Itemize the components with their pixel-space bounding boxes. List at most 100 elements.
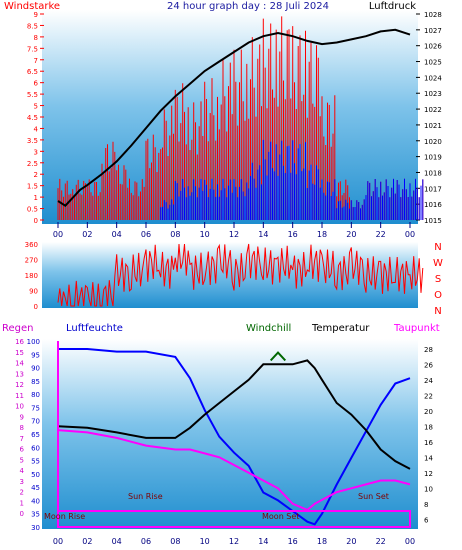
compass-label: W: [433, 258, 443, 269]
windstarke-label: Windstarke: [4, 1, 60, 12]
rain-tick-label: 13: [15, 370, 24, 378]
moonset-label: Moon Set: [262, 512, 299, 521]
windstarke-tick-label: 2: [34, 171, 38, 179]
rain-tick-label: 10: [15, 403, 24, 411]
rain-tick-label: 5: [20, 456, 24, 464]
windchill-series: [269, 351, 287, 362]
hour-tick-label: 12: [229, 230, 239, 239]
compass-label: O: [434, 290, 442, 301]
hour-tick-label: 06: [141, 230, 151, 239]
temperature-tick-label: 14: [424, 454, 433, 462]
luftdruck-tick-label: 1028: [424, 11, 442, 19]
windchill-label: Windchill: [246, 323, 291, 334]
humidity-tick-label: 60: [31, 444, 40, 452]
luftfeuchte-label: Luftfeuchte: [66, 323, 123, 334]
temperature-tick-label: 6: [424, 516, 429, 524]
hour-tick-label: 12: [229, 537, 239, 546]
hour-tick-label: 04: [112, 230, 122, 239]
rain-tick-label: 15: [15, 349, 24, 357]
regen-label: Regen: [2, 323, 34, 334]
axis-ticks-group: 00.511.522.533.544.555.566.577.588.59101…: [15, 11, 443, 546]
hour-tick-label: 00: [405, 230, 415, 239]
sunrise-label: Sun Rise: [128, 492, 163, 501]
hour-tick-label: 18: [317, 537, 327, 546]
luftdruck-tick-label: 1019: [424, 154, 442, 162]
hour-tick-label: 04: [112, 537, 122, 546]
plot-lines-group: [57, 16, 424, 528]
windstarke-tick-label: 5.5: [27, 91, 38, 99]
rain-tick-label: 3: [20, 478, 24, 486]
temperature-tick-label: 24: [424, 377, 433, 385]
windstarke-tick-label: 8.5: [27, 22, 38, 30]
hour-tick-label: 06: [141, 537, 151, 546]
hour-tick-label: 16: [288, 537, 298, 546]
humidity-series: [58, 348, 411, 526]
windstarke-tick-label: 3: [34, 148, 38, 156]
humidity-tick-label: 45: [31, 484, 40, 492]
hour-tick-label: 00: [53, 537, 63, 546]
humidity-tick-label: 85: [31, 378, 40, 386]
hour-tick-label: 10: [200, 537, 210, 546]
hour-tick-label: 00: [53, 230, 63, 239]
humidity-tick-label: 65: [31, 431, 40, 439]
hour-tick-label: 16: [288, 230, 298, 239]
hour-tick-label: 08: [170, 537, 180, 546]
hour-tick-label: 02: [82, 230, 92, 239]
temperature-tick-label: 12: [424, 470, 433, 478]
dewpoint-series: [57, 429, 411, 512]
hour-tick-label: 14: [258, 537, 268, 546]
luftdruck-tick-label: 1024: [424, 74, 442, 82]
temperature-series: [57, 359, 411, 470]
windstarke-tick-label: 0: [34, 217, 38, 225]
hour-tick-label: 20: [346, 230, 356, 239]
temperature-tick-label: 28: [424, 346, 433, 354]
temperature-tick-label: 26: [424, 361, 433, 369]
hour-tick-label: 10: [200, 230, 210, 239]
windstarke-tick-label: 3.5: [27, 137, 38, 145]
rain-tick-label: 16: [15, 338, 24, 346]
humidity-tick-label: 75: [31, 404, 40, 412]
luftdruck-tick-label: 1026: [424, 43, 442, 51]
luftdruck-tick-label: 1020: [424, 138, 442, 146]
humidity-tick-label: 35: [31, 511, 40, 519]
temperature-tick-label: 20: [424, 408, 433, 416]
windstarke-tick-label: 7: [34, 57, 38, 65]
humidity-tick-label: 55: [31, 458, 40, 466]
temp-humidity-panel: [42, 339, 418, 529]
wind-mean-series: [160, 139, 424, 220]
rain-tick-label: 8: [20, 424, 24, 432]
windstarke-tick-label: 2.5: [27, 160, 38, 168]
rain-tick-label: 9: [20, 413, 24, 421]
wind-direction-tick-label: 270: [25, 257, 38, 265]
hour-tick-label: 08: [170, 230, 180, 239]
windstarke-tick-label: 6: [34, 80, 39, 88]
rain-tick-label: 0: [20, 510, 24, 518]
hour-tick-label: 14: [258, 230, 268, 239]
wind-direction-series: [57, 243, 424, 307]
temperatur-label: Temperatur: [311, 323, 370, 334]
windstarke-tick-label: 7.5: [27, 45, 38, 53]
wind-direction-tick-label: 360: [25, 241, 38, 249]
temperature-tick-label: 22: [424, 392, 433, 400]
windstarke-tick-label: 8: [34, 34, 38, 42]
pressure-series: [57, 28, 411, 207]
windstarke-tick-label: 4: [34, 125, 39, 133]
sunset-label: Sun Set: [358, 492, 389, 501]
temperature-tick-label: 18: [424, 423, 433, 431]
luftdruck-tick-label: 1021: [424, 122, 442, 130]
luftdruck-tick-label: 1015: [424, 217, 442, 225]
hour-tick-label: 00: [405, 537, 415, 546]
luftdruck-tick-label: 1016: [424, 201, 442, 209]
astro-annotations-group: Moon Rise Sun Rise Moon Set Sun Set: [44, 492, 389, 521]
windstarke-tick-label: 9: [34, 11, 38, 19]
humidity-tick-label: 80: [31, 391, 40, 399]
humidity-tick-label: 30: [31, 524, 40, 532]
wind-direction-tick-label: 180: [25, 272, 38, 280]
humidity-tick-label: 95: [31, 351, 40, 359]
luftdruck-tick-label: 1022: [424, 106, 442, 114]
compass-label: S: [435, 274, 441, 285]
wind-direction-tick-label: 0: [34, 303, 38, 311]
humidity-tick-label: 90: [31, 365, 40, 373]
